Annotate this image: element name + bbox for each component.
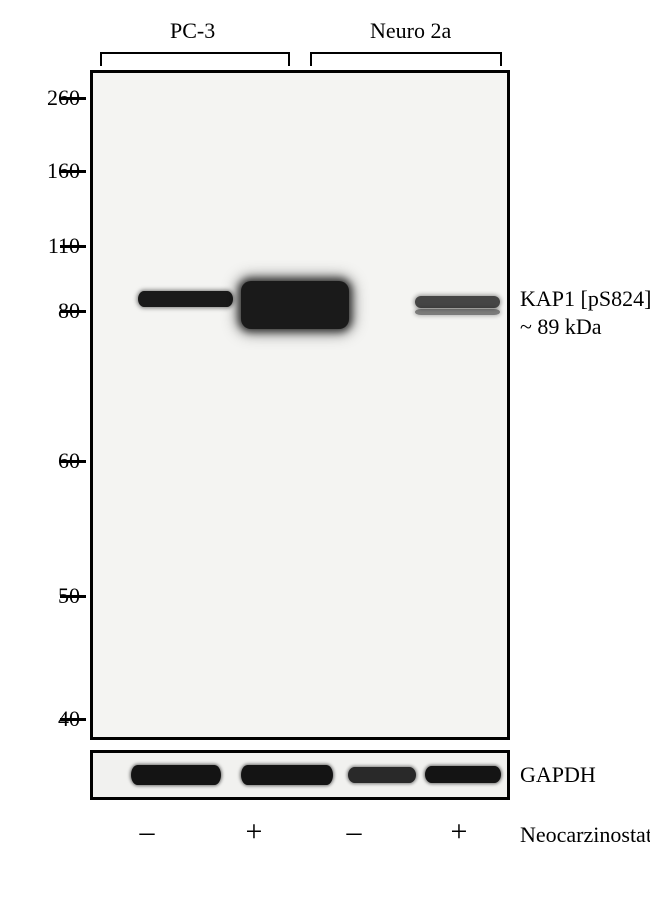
treatment-lane2: + (240, 815, 268, 849)
bracket-neuro2a (310, 52, 502, 54)
band-gapdh-lane4 (425, 766, 501, 783)
bracket-pc3 (100, 52, 290, 54)
treatment-lane3: – (340, 815, 368, 849)
band-gapdh-lane3 (348, 767, 416, 783)
ladder-tick-60 (60, 460, 86, 463)
band-kap1-lane1 (138, 291, 233, 307)
band-kap1-lane4 (415, 296, 500, 308)
ladder-tick-40 (60, 718, 86, 721)
band-gapdh-lane1 (131, 765, 221, 785)
target-label-gapdh: GAPDH (520, 762, 596, 788)
band-gapdh-lane2 (241, 765, 333, 785)
gapdh-blot (90, 750, 510, 800)
target-label-kap1: KAP1 [pS824] (520, 286, 650, 312)
cell-line-label-pc3: PC-3 (170, 18, 215, 44)
ladder-tick-110 (60, 245, 86, 248)
band-kap1-lane2 (241, 281, 349, 329)
western-blot-figure: PC-3 Neuro 2a 26016011080605040 KAP1 [pS… (0, 0, 650, 904)
ladder-tick-80 (60, 310, 86, 313)
ladder-tick-50 (60, 595, 86, 598)
band-kap1-lane4-shadow (415, 309, 500, 315)
cell-line-label-neuro2a: Neuro 2a (370, 18, 451, 44)
treatment-reagent-label: Neocarzinostatin (520, 822, 650, 848)
target-label-kap1-mw: ~ 89 kDa (520, 314, 602, 340)
main-blot (90, 70, 510, 740)
treatment-lane4: + (445, 815, 473, 849)
treatment-lane1: – (133, 815, 161, 849)
ladder-tick-160 (60, 170, 86, 173)
ladder-tick-260 (60, 97, 86, 100)
